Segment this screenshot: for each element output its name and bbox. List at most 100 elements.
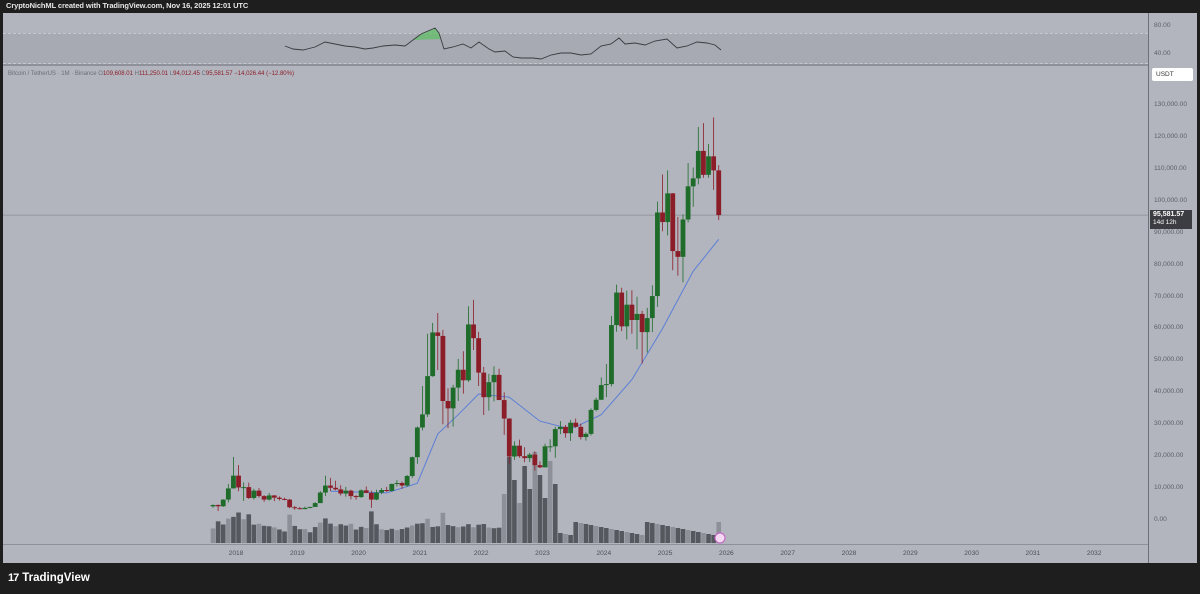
volume-bar	[624, 532, 630, 543]
low-value: 94,012.45	[173, 71, 200, 77]
candle-body	[358, 490, 364, 498]
candle-body	[282, 498, 287, 500]
volume-bar	[251, 524, 257, 543]
candle-body	[414, 427, 420, 458]
year-tick: 2027	[780, 550, 796, 557]
volume-bar	[389, 528, 395, 543]
candle-body	[225, 488, 231, 500]
candle-body	[649, 296, 655, 319]
volume-bar	[241, 519, 246, 543]
attribution-text: CryptoNichML created with TradingView.co…	[6, 1, 249, 10]
volume-bar	[272, 527, 277, 543]
volume-bar	[537, 475, 543, 543]
candle-body	[614, 292, 619, 326]
volume-bar	[210, 528, 216, 543]
volume-bar	[445, 525, 451, 543]
candle-body	[215, 505, 221, 507]
currency-button[interactable]: USDT	[1152, 68, 1193, 81]
candle-body	[471, 324, 476, 339]
volume-bar	[619, 531, 624, 543]
candle-body	[466, 324, 471, 381]
volume-bar	[338, 524, 344, 543]
candle-body	[680, 219, 686, 257]
volume-bar	[532, 452, 538, 543]
candle-body	[578, 426, 584, 438]
volume-bar	[226, 518, 231, 543]
candle-body	[322, 485, 328, 493]
volume-bar	[675, 528, 681, 543]
volume-bar	[343, 525, 349, 543]
attribution-bar: CryptoNichML created with TradingView.co…	[0, 0, 1200, 13]
candle-body	[639, 313, 645, 333]
volume-bar	[563, 534, 568, 543]
volume-bar	[655, 524, 660, 543]
volume-bar	[614, 530, 619, 543]
volume-bar	[639, 535, 645, 543]
year-tick: 2032	[1086, 550, 1102, 557]
year-tick: 2022	[473, 550, 489, 557]
rsi-tick: 40.00	[1154, 50, 1171, 57]
volume-bar	[650, 523, 655, 543]
year-tick: 2031	[1025, 550, 1041, 557]
price-tick: 80,000.00	[1154, 261, 1184, 268]
volume-bar	[701, 533, 706, 543]
volume-bar	[481, 524, 487, 543]
volume-bar	[435, 526, 441, 543]
time-axis[interactable]: 2018 2019 2020 2021 2022 2023 2024 2025 2026 2027…	[3, 544, 1148, 564]
candle-body	[460, 369, 466, 381]
volume-bar	[558, 533, 563, 543]
volume-bar	[256, 523, 262, 543]
candle-body	[277, 497, 282, 499]
price-chart[interactable]	[3, 13, 1148, 544]
volume-bar	[583, 524, 589, 543]
volume-bar	[312, 527, 318, 543]
volume-bar	[266, 526, 272, 543]
candle-body	[624, 304, 630, 327]
tradingview-logo-icon: 17	[8, 572, 19, 584]
candle-body	[542, 446, 548, 468]
candle-body	[231, 475, 236, 489]
rsi-line	[284, 27, 722, 60]
volume-bar	[547, 461, 553, 543]
price-tick: 110,000.00	[1154, 165, 1187, 172]
volume-bar	[348, 523, 354, 543]
volume-bar	[420, 523, 425, 543]
volume-bar	[711, 535, 716, 543]
candle-body	[690, 178, 696, 187]
price-tick: 0.00	[1154, 516, 1167, 523]
volume-bar	[696, 532, 701, 543]
volume-bar	[236, 512, 241, 543]
volume-bar	[552, 484, 558, 543]
candle-body	[517, 445, 522, 457]
open-value: 109,608.01	[102, 71, 133, 77]
candle-body	[527, 454, 533, 459]
volume-bar	[491, 528, 497, 543]
candle-body	[246, 487, 252, 498]
price-tick: 10,000.00	[1154, 484, 1184, 491]
volume-bar	[542, 498, 548, 543]
volume-bar	[328, 523, 333, 543]
volume-bar	[379, 529, 384, 543]
moving-average-line	[330, 238, 720, 494]
footer-bar: 17 TradingView	[0, 563, 1200, 594]
year-tick: 2018	[228, 550, 244, 557]
volume-bar	[522, 466, 527, 543]
volume-bar	[455, 527, 461, 543]
candle-body	[675, 251, 681, 257]
candle-body	[430, 332, 436, 377]
volume-bar	[287, 514, 292, 543]
rsi-pane[interactable]	[3, 13, 1148, 66]
candle-body	[552, 429, 558, 447]
volume-bar	[425, 518, 430, 543]
candle-body	[476, 338, 482, 373]
tradingview-logo[interactable]: 17 TradingView	[8, 572, 90, 584]
year-tick: 2029	[902, 550, 918, 557]
chart-frame[interactable]: Bitcoin / TetherUS · 1M · Binance O109,6…	[3, 13, 1197, 563]
candle-body	[486, 382, 492, 398]
event-marker-icon[interactable]	[714, 532, 726, 544]
candle-body	[655, 212, 660, 297]
price-scale[interactable]: 80.00 40.00 USDT 130,000.00 120,000.00 1…	[1148, 13, 1198, 563]
year-tick: 2019	[289, 550, 305, 557]
candle-body	[450, 387, 456, 409]
rsi-band	[3, 33, 1148, 64]
